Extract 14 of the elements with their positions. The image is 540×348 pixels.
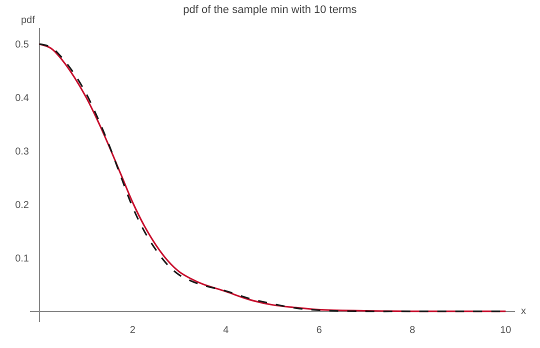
y-tick-label: 0.4 [15,92,30,104]
chart-title: pdf of the sample min with 10 terms [183,4,358,16]
x-tick-label: 2 [130,325,136,336]
x-tick-label: 6 [316,325,322,336]
line-series [38,43,506,312]
y-tick-label: 0.5 [15,40,30,51]
x-tick-label: 10 [500,325,512,336]
x-tick-label: 8 [410,325,416,336]
x-axis-title: x [521,306,526,317]
y-tick-label: 0.1 [15,253,30,264]
y-tick-label: 0.3 [15,146,30,158]
x-tick-label: 4 [223,325,230,336]
y-tick-label: 0.2 [15,200,30,211]
y-axis-title: pdf [21,15,36,26]
